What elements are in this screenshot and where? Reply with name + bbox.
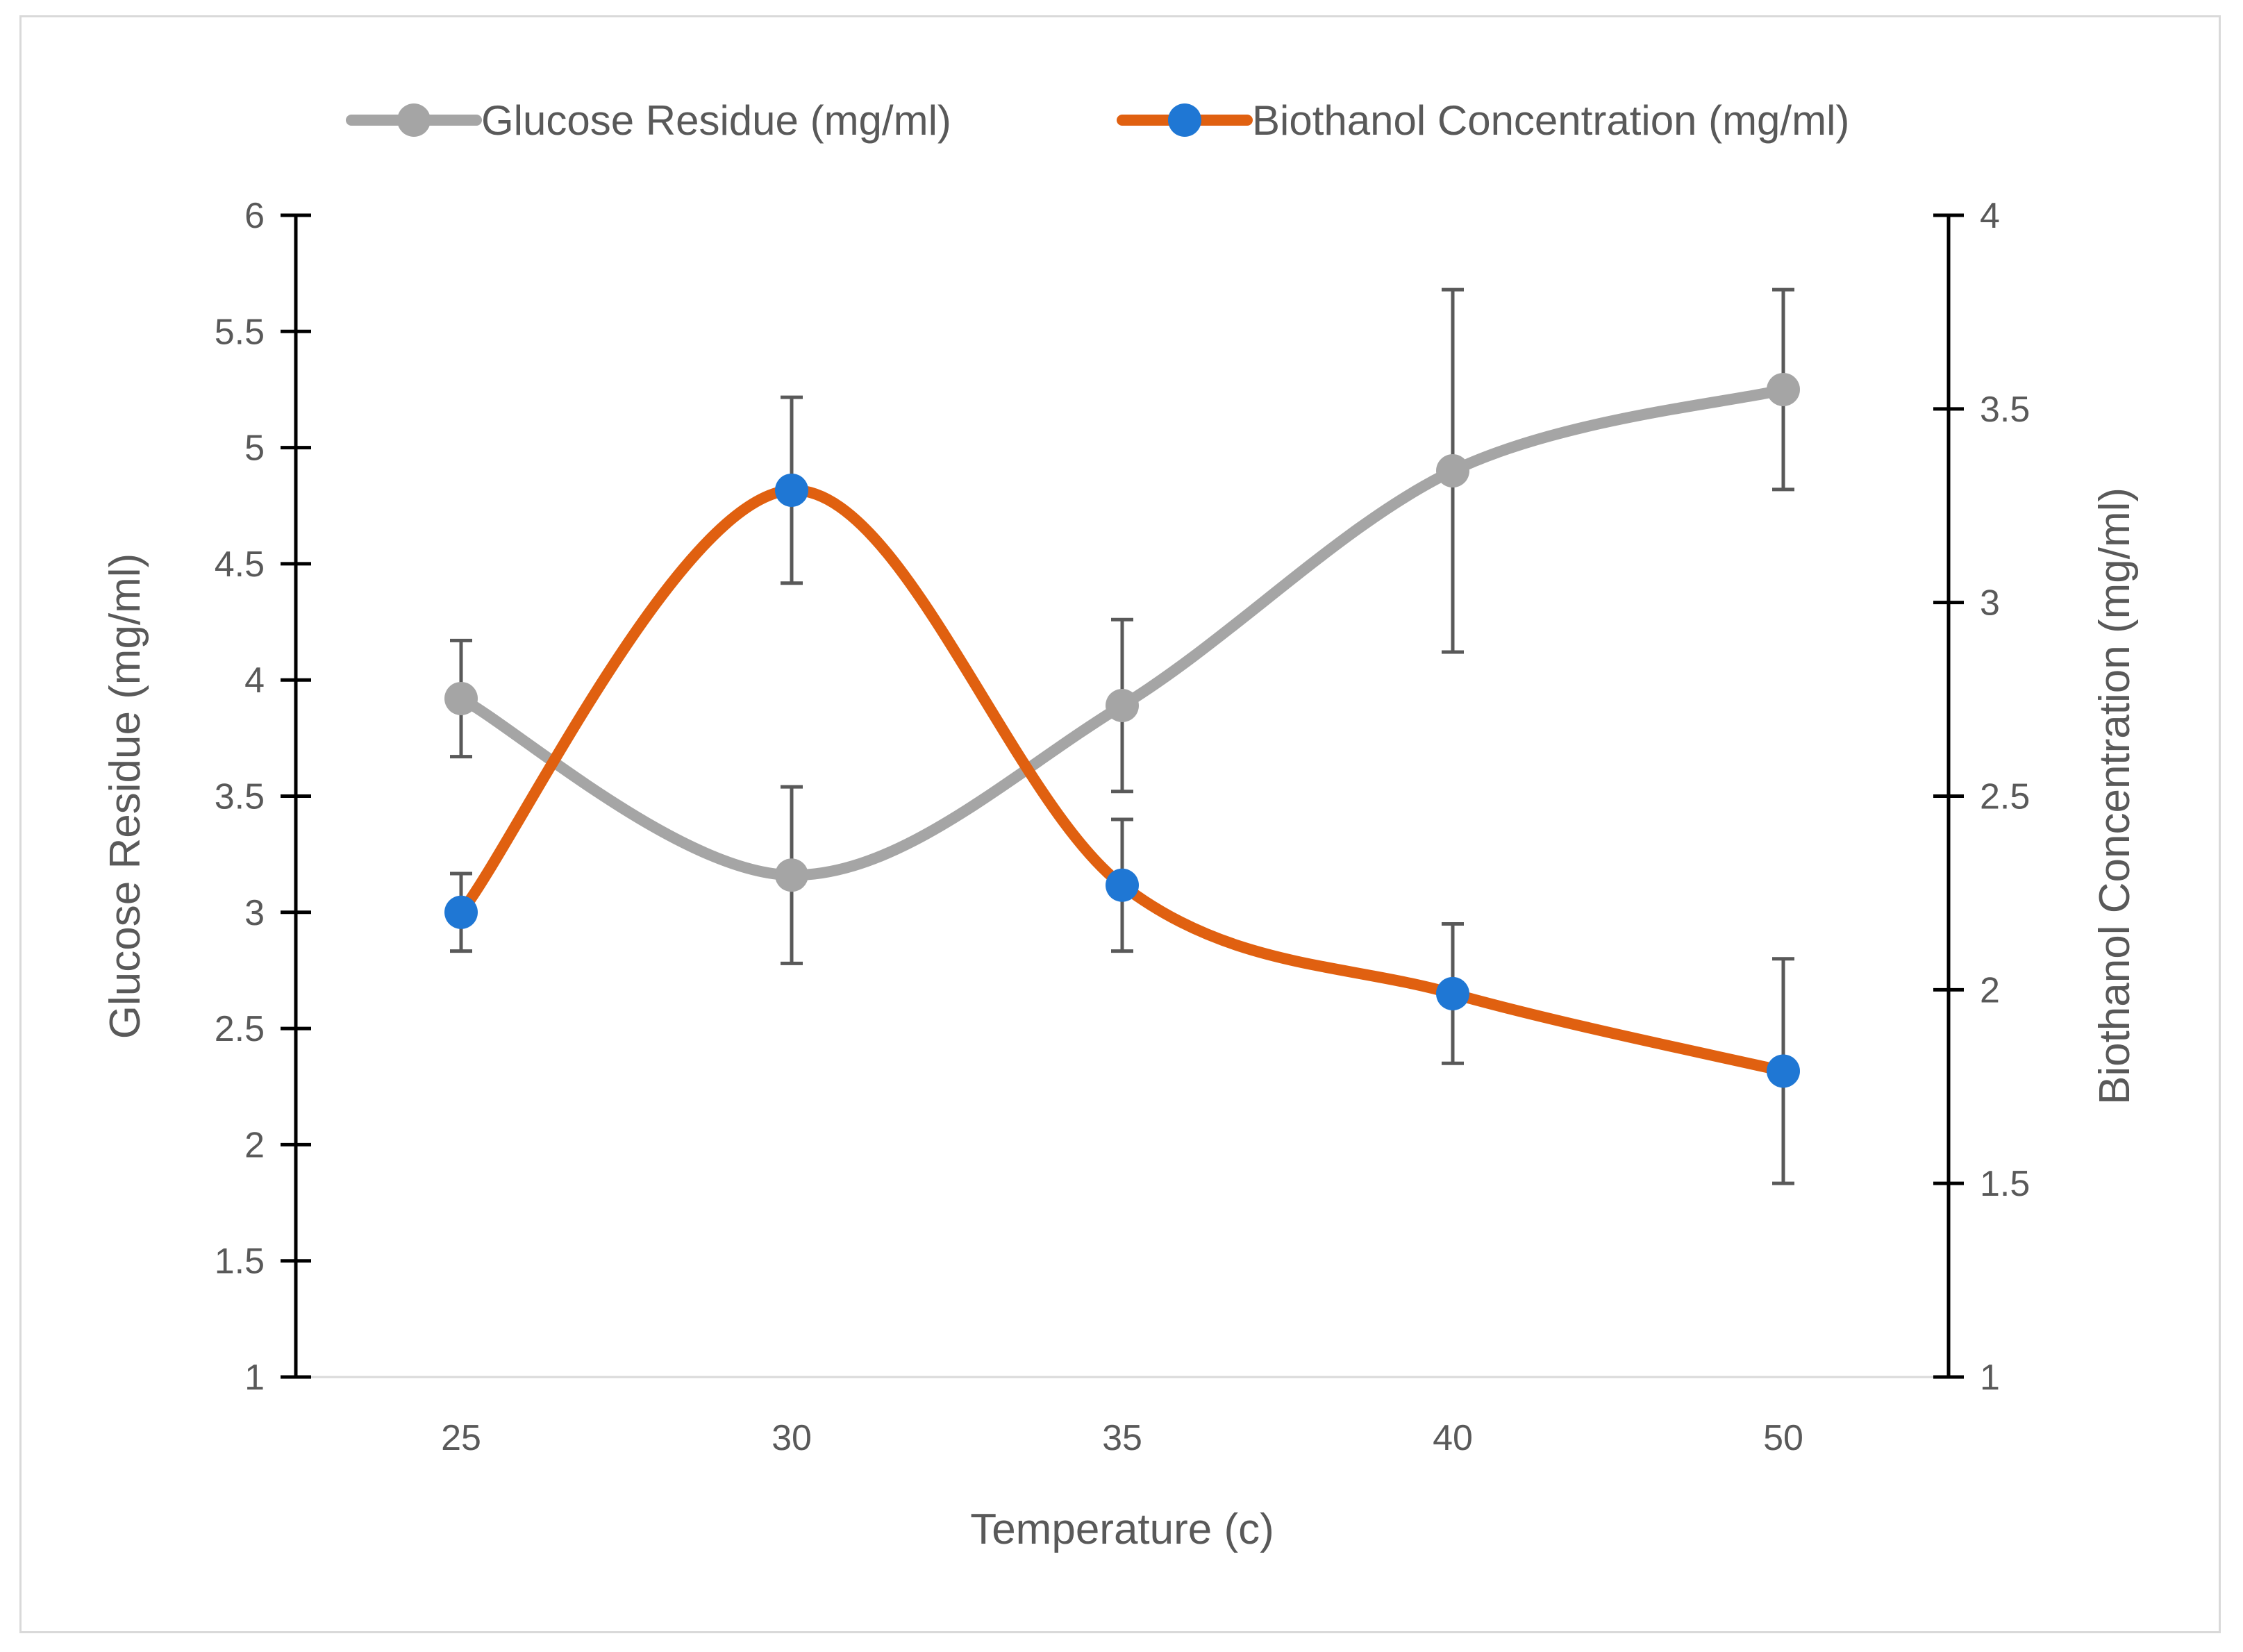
left-y-tick-label: 5 — [244, 428, 265, 469]
biothanol-point — [1106, 868, 1139, 902]
legend-biothanol-marker — [1168, 103, 1201, 137]
right-y-tick-label: 1.5 — [1980, 1164, 2030, 1204]
left-y-tick-label: 2.5 — [215, 1009, 265, 1049]
right-y-tick-label: 3.5 — [1980, 390, 2030, 430]
left-y-tick-label: 6 — [244, 196, 265, 236]
x-tick-label: 30 — [772, 1418, 812, 1458]
legend-glucose-label: Glucose Residue (mg/ml) — [481, 97, 951, 144]
right-y-tick-label: 4 — [1980, 196, 2000, 236]
markers — [444, 372, 1800, 1088]
right-y-tick-label: 2 — [1980, 970, 2000, 1010]
biothanol-point — [1436, 976, 1469, 1010]
glucose-point — [444, 681, 478, 715]
x-tick-label: 25 — [441, 1418, 481, 1458]
x-axis-title: Temperature (c) — [970, 1505, 1274, 1553]
left-y-tick-label: 4 — [244, 660, 265, 701]
right-y-axis-title: Biothanol Concentration (mg/ml) — [2091, 487, 2139, 1105]
left-y-tick-label: 3 — [244, 893, 265, 933]
left-y-tick-label: 1.5 — [215, 1242, 265, 1282]
legend-glucose-marker — [397, 103, 431, 137]
left-y-axis-title: Glucose Residue (mg/ml) — [101, 553, 149, 1039]
biothanol-point — [444, 895, 478, 929]
glucose-point — [775, 858, 808, 892]
right-y-tick-label: 1 — [1980, 1358, 2000, 1398]
axes: 1 1.5 2 2.5 3 3.5 4 4.5 5 5.5 6 1 1.5 2 2.5 3 3.5 4 25 30 35… — [215, 196, 2031, 1458]
glucose-point — [1767, 372, 1800, 406]
left-y-tick-label: 5.5 — [215, 312, 265, 352]
legend-biothanol-label: Biothanol Concentration (mg/ml) — [1252, 97, 1849, 144]
legend: Glucose Residue (mg/ml) Biothanol Concent… — [346, 97, 1849, 144]
right-y-tick-label: 3 — [1980, 583, 2000, 624]
left-y-tick-label: 3.5 — [215, 777, 265, 817]
glucose-point — [1106, 689, 1139, 723]
x-tick-label: 35 — [1102, 1418, 1142, 1458]
x-tick-label: 40 — [1433, 1418, 1473, 1458]
biothanol-series-line — [456, 484, 1789, 1077]
chart-frame: Glucose Residue (mg/ml) Biothanol Concent… — [19, 15, 2221, 1633]
left-y-tick-label: 1 — [244, 1358, 265, 1398]
glucose-point — [1436, 454, 1469, 488]
left-y-tick-label: 4.5 — [215, 544, 265, 585]
left-y-tick-label: 2 — [244, 1125, 265, 1165]
x-tick-label: 50 — [1763, 1418, 1803, 1458]
chart-svg: Glucose Residue (mg/ml) Biothanol Concent… — [101, 97, 2139, 1553]
right-y-tick-label: 2.5 — [1980, 777, 2030, 817]
biothanol-point — [1767, 1054, 1800, 1088]
biothanol-point — [775, 473, 808, 507]
